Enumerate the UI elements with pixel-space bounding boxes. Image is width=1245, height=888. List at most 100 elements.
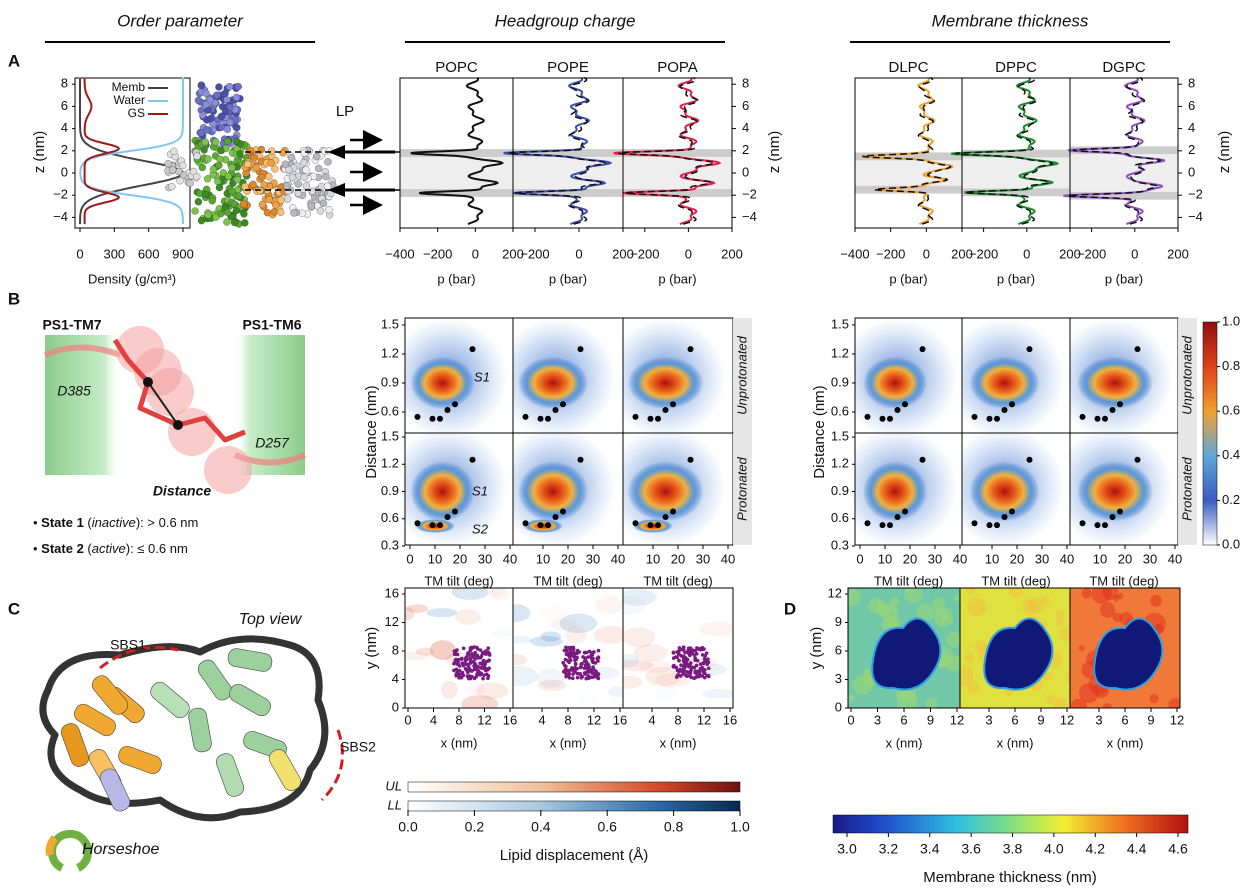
molecule <box>207 115 214 122</box>
flow-patch <box>541 631 561 641</box>
molecule <box>325 206 332 213</box>
molecule <box>278 197 285 204</box>
marker-dot <box>538 416 544 422</box>
protein-atom <box>476 656 480 660</box>
protein-atom <box>469 659 473 663</box>
molecule <box>251 154 258 161</box>
molecule <box>244 161 251 168</box>
colorbar-tick-label: 0.0 <box>1222 536 1240 551</box>
x-tick-label: 9 <box>1147 712 1154 727</box>
colorbar-tick-label: 0.8 <box>664 819 684 835</box>
state-line: • State 1 (inactive): > 0.6 nm <box>33 515 198 530</box>
protein-atom <box>581 655 585 659</box>
marker-dot <box>1110 514 1116 520</box>
flow-patch <box>537 669 565 688</box>
x-tick-label: 300 <box>103 246 125 261</box>
x-axis-label: TM tilt (deg) <box>643 573 712 588</box>
molecule <box>290 209 297 216</box>
molecule <box>266 196 273 203</box>
density-core <box>863 462 927 522</box>
flow-patch <box>699 622 737 636</box>
x-tick-label: 30 <box>586 551 600 566</box>
protein-atom <box>462 664 466 668</box>
colorbar <box>408 801 740 811</box>
noise-patch <box>1046 695 1054 703</box>
state-part: ): > 0.6 nm <box>136 515 199 530</box>
molecule <box>265 173 272 180</box>
molecule <box>250 181 257 188</box>
x-tick-label: 6 <box>1121 712 1128 727</box>
x-axis-label: p (bar) <box>658 271 696 286</box>
y-tick-label: 0 <box>742 164 749 179</box>
molecule <box>169 166 176 173</box>
flow-patch <box>490 629 515 637</box>
y-tick-label: 2 <box>1188 142 1195 157</box>
protein-atom <box>571 672 575 676</box>
molecule <box>227 119 234 126</box>
protein-atom <box>574 663 578 667</box>
x-tick-label: 0 <box>1131 246 1138 261</box>
density-core <box>628 462 704 522</box>
protein-atom <box>572 646 576 650</box>
noise-patch <box>1022 599 1038 615</box>
density-core <box>628 357 704 409</box>
marker-dot <box>470 457 476 463</box>
marker-dot <box>578 346 584 352</box>
y-tick-label: 1.5 <box>831 428 849 443</box>
band-inner <box>623 153 732 193</box>
marker-dot <box>1080 520 1086 526</box>
protein-atom <box>568 672 572 676</box>
protein-atom <box>479 671 483 675</box>
colorbar-tick-label: 4.2 <box>1086 841 1106 857</box>
helix <box>45 335 120 475</box>
molecule <box>301 149 308 156</box>
x-tick-label: 0 <box>404 712 411 727</box>
helix-label: PS1-TM6 <box>242 317 301 333</box>
molecule <box>217 147 224 154</box>
flow-patch <box>550 618 577 630</box>
x-tick-label: 900 <box>172 246 194 261</box>
flow-patch <box>395 652 433 660</box>
protein-atom <box>695 652 699 656</box>
marker-dot <box>880 522 886 528</box>
protein-atom <box>688 653 692 657</box>
marker-dot <box>880 416 886 422</box>
state-annotation: S1 <box>472 483 488 498</box>
x-axis-label: p (bar) <box>549 271 587 286</box>
state-line: • State 2 (active): ≤ 0.6 nm <box>33 541 188 556</box>
protein-atom <box>595 671 599 675</box>
legend-label: Memb <box>112 80 146 94</box>
protein-atom <box>470 647 474 651</box>
marker-dot <box>865 414 871 420</box>
molecule <box>168 183 175 190</box>
protein-atom <box>689 670 693 674</box>
marker-dot <box>920 457 926 463</box>
protein-atom <box>595 657 599 661</box>
marker-dot <box>523 520 529 526</box>
noise-patch <box>863 667 871 675</box>
colorbar-tick-label: 1.0 <box>1222 313 1240 328</box>
marker-dot <box>553 514 559 520</box>
colorbar-row-label: LL <box>388 797 402 812</box>
molecule <box>268 148 275 155</box>
y-tick-label: 0.9 <box>831 483 849 498</box>
protein-atom <box>472 654 476 658</box>
y-tick-label: −4 <box>53 209 68 224</box>
protein-atom <box>585 666 589 670</box>
molecule <box>215 84 222 91</box>
molecule <box>229 164 236 171</box>
marker-dot <box>648 522 654 528</box>
y-axis-label: y (nm) <box>808 627 825 670</box>
y-tick-label: −2 <box>1188 187 1203 202</box>
x-tick-label: 4 <box>648 712 655 727</box>
x-tick-label: −200 <box>520 246 549 261</box>
molecule <box>247 147 254 154</box>
marker-dot <box>648 416 654 422</box>
molecule <box>241 183 248 190</box>
state-annotation: S2 <box>472 521 489 536</box>
molecule <box>300 159 307 166</box>
x-tick-label: 8 <box>564 712 571 727</box>
legend-label: GS <box>128 106 145 120</box>
x-tick-label: 16 <box>613 712 627 727</box>
colorbar-label: Lipid displacement (Å) <box>500 847 648 864</box>
